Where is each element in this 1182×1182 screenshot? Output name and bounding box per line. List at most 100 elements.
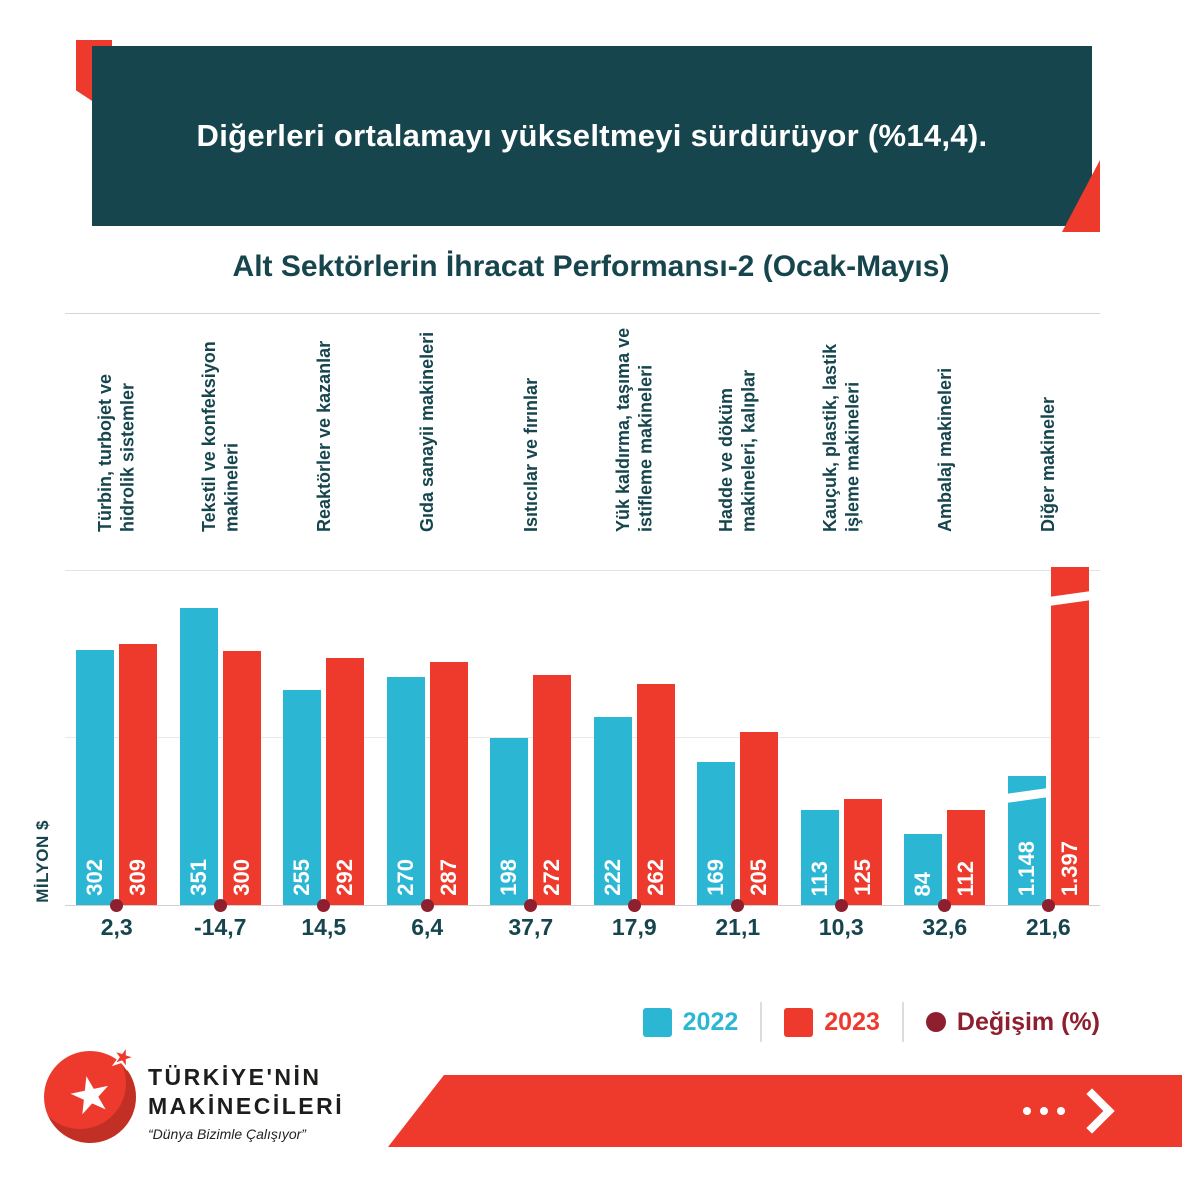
bar-group: 84 112 [893,571,997,912]
axis-break-mark [1046,590,1094,607]
category-label-cell: Ambalaj makineleri [893,318,997,532]
bar-value-label: 1.397 [1056,840,1082,896]
brand-text: TÜRKİYE'NİN MAKİNECİLERİ “Dünya Bizimle … [148,1063,344,1142]
category-label: Hadde ve döküm makineleri, kalıplar [716,369,759,532]
change-marker-dot [834,899,848,912]
bar-2022: 113 [800,810,839,905]
chart-title: Alt Sektörlerin İhracat Performansı-2 (O… [232,250,950,283]
change-marker-dot [110,899,124,912]
category-label-cell: Reaktörler ve kazanlar [272,318,376,532]
arrow-dot [1023,1107,1031,1115]
bar-value-label: 113 [806,860,832,897]
category-label: Gıda sanayii makineleri [417,331,437,532]
bar-2023: 112 [947,810,986,905]
brand-line-2: MAKİNECİLERİ [148,1092,345,1119]
bar-2022: 198 [490,738,529,905]
bar-value-label: 222 [599,859,625,896]
legend-swatch-change-dot [925,1012,946,1032]
bar-2022: 1.148 [1003,776,1051,905]
arrow-dot [1040,1107,1048,1115]
arrow-chevron [1069,1088,1115,1134]
legend-label-change: Değişim (%) [956,1007,1100,1036]
bar-value-label: 272 [539,859,565,896]
legend-item-2022: 2022 [642,1007,739,1037]
change-value: 6,4 [411,914,444,940]
category-label-cell: Tekstil ve konfeksiyon makineleri [169,318,273,532]
bar-group: 113 125 [790,571,894,912]
change-marker-dot [627,899,641,912]
category-labels-row: Türbin, turbojet ve hidrolik sistemler Te… [65,314,1100,532]
bar-value-label: 300 [228,859,254,896]
change-value: 21,6 [1025,914,1071,940]
legend-label-2022: 2022 [682,1007,739,1036]
bars-row: 302 309 351 300 255 292 270 287 198 272 222 262 169 2… [65,567,1100,912]
bar-group: 198 272 [479,571,583,912]
category-label-cell: Yük kaldırma, taşıma ve istifleme makine… [583,318,687,532]
bar-2022: 222 [593,717,632,905]
change-value: 10,3 [818,914,864,940]
bar-group: 222 262 [583,571,687,912]
bar-2022: 84 [904,834,943,905]
gridline [65,737,1100,738]
change-value: 17,9 [611,914,657,940]
bar-2022: 255 [283,690,322,905]
bar-2023: 125 [843,799,882,905]
change-value: -14,7 [194,914,247,940]
change-marker-dot [420,899,434,912]
category-label-cell: Diğer makineler [997,318,1101,532]
axis-break-mark [1003,787,1051,804]
bar-value-label: 125 [849,859,875,896]
mini-star-icon: ★ ★ [103,1035,144,1081]
category-label: Reaktörler ve kazanlar [313,340,334,532]
change-value: 14,5 [301,914,347,940]
bar-group: 351 300 [169,571,273,912]
category-label-cell: Türbin, turbojet ve hidrolik sistemler [65,318,169,532]
legend-item-2023: 2023 [784,1007,880,1037]
bar-value-label: 255 [289,859,315,896]
legend-swatch-2023 [784,1007,814,1037]
category-label-cell: Isıtıcılar ve fırınlar [479,318,583,532]
bar-group: 169 205 [686,571,790,912]
bar-2023: 272 [533,675,572,905]
category-label: Diğer makineler [1038,396,1058,532]
bar-2023: 262 [636,684,675,905]
change-marker-dot [938,899,952,912]
change-marker-dot [1041,899,1055,912]
bar-group: 270 287 [376,571,480,912]
bar-group: 255 292 [272,571,376,912]
brand-line-1: TÜRKİYE'NİN [148,1064,322,1090]
bar-2023: 300 [222,651,261,905]
change-value: 32,6 [922,914,968,940]
change-marker-dot [524,899,538,912]
category-label: Tekstil ve konfeksiyon makineleri [198,341,242,532]
change-value: 2,3 [100,914,133,940]
bar-2023: 292 [326,658,365,905]
bar-value-label: 302 [82,859,108,896]
bar-value-label: 351 [185,859,211,896]
change-marker-dot [213,899,227,912]
bar-2023: 309 [119,644,158,905]
bar-2022: 169 [697,762,736,905]
category-label: Yük kaldırma, taşıma ve istifleme makine… [612,327,656,532]
category-label: Ambalaj makineleri [934,367,955,532]
brand-tagline: “Dünya Bizimle Çalışıyor” [148,1125,306,1142]
arrow-dot [1057,1107,1065,1115]
forward-arrow-icon [1023,1088,1115,1134]
legend: 2022 2023 Değişim (%) [642,1000,1100,1044]
category-label: Kauçuk, plastik, lastik işleme makineler… [819,343,863,532]
change-value: 37,7 [508,914,554,940]
category-label-cell: Hadde ve döküm makineleri, kalıplar [686,318,790,532]
category-label: Isıtıcılar ve fırınlar [520,377,541,532]
bar-value-label: 270 [392,859,418,896]
bar-2023: 287 [429,662,468,905]
plot-area: MİLYON $ 302 309 351 300 255 292 270 287 198 272 2… [33,567,1100,912]
category-label-cell: Gıda sanayii makineleri [376,318,480,532]
legend-divider [760,1002,763,1042]
legend-item-change: Değişim (%) [925,1007,1100,1037]
headline-banner: Diğerleri ortalamayı yükseltmeyi sürdürü… [92,46,1092,226]
bar-chart: Türbin, turbojet ve hidrolik sistemler Te… [33,313,1100,941]
bar-2022: 302 [76,650,115,905]
bar-2022: 270 [386,677,425,905]
bar-value-label: 169 [703,859,729,896]
